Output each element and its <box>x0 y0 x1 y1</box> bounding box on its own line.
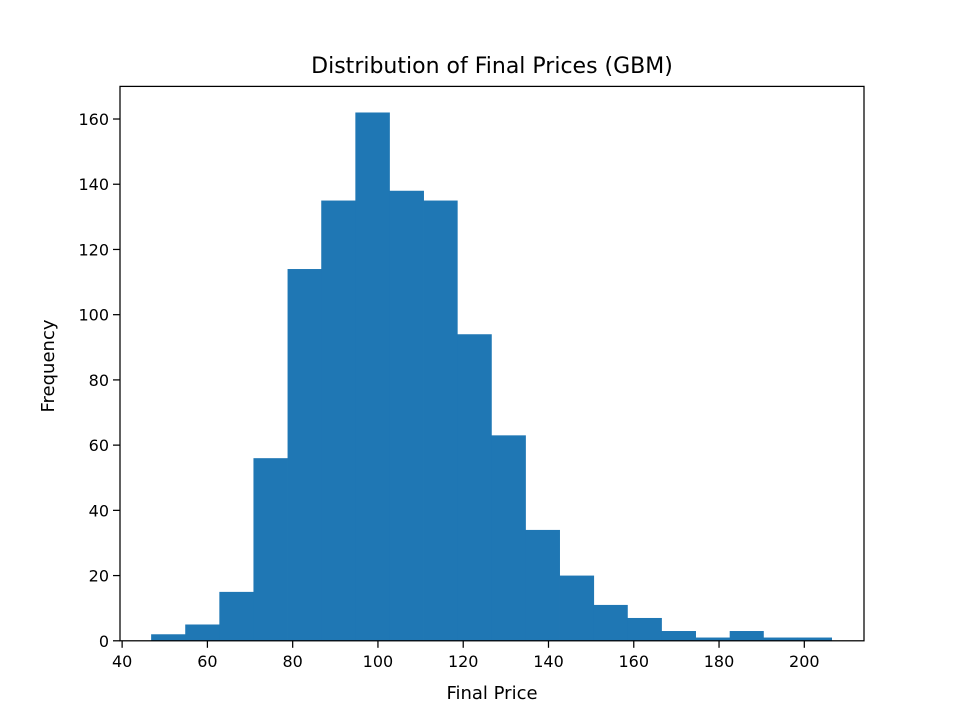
histogram-bar-17 <box>729 631 764 641</box>
histogram-bar-9 <box>457 334 492 641</box>
histogram-bar-7 <box>389 190 424 641</box>
bars-group <box>151 112 832 641</box>
histogram-bar-3 <box>253 458 288 641</box>
histogram-bar-18 <box>763 637 798 641</box>
x-tick-label: 60 <box>197 652 217 671</box>
histogram-bar-13 <box>593 604 628 641</box>
x-tick-label: 40 <box>112 652 132 671</box>
y-tick-label: 100 <box>78 306 109 325</box>
y-axis-ticks: 0 20 40 60 80 100 120 140 160 <box>78 110 120 651</box>
x-tick-label: 100 <box>363 652 394 671</box>
histogram-bar-11 <box>525 529 560 641</box>
plot-frame <box>119 85 865 642</box>
y-tick-label: 20 <box>89 567 109 586</box>
y-tick-label: 0 <box>99 632 109 651</box>
histogram-bar-16 <box>695 637 731 641</box>
x-tick-label: 140 <box>533 652 564 671</box>
y-tick-label: 40 <box>89 501 109 520</box>
x-axis-ticks: 40 60 80 100 120 140 160 180 200 <box>112 640 820 671</box>
x-axis-label: Final Price <box>446 683 537 704</box>
y-tick-label: 120 <box>78 240 109 259</box>
y-tick-label: 140 <box>78 175 109 194</box>
y-tick-label: 60 <box>89 436 109 455</box>
histogram-bar-12 <box>559 575 595 641</box>
histogram-bar-1 <box>185 624 220 641</box>
histogram-bar-0 <box>151 634 186 641</box>
histogram-bar-14 <box>627 617 662 641</box>
y-axis-label: Frequency <box>38 319 59 412</box>
histogram-bar-8 <box>423 200 458 641</box>
x-tick-label: 80 <box>282 652 302 671</box>
x-tick-label: 200 <box>789 652 820 671</box>
histogram-bar-10 <box>491 435 526 641</box>
histogram-bar-2 <box>219 591 254 641</box>
histogram-bar-19 <box>797 637 832 641</box>
chart-title: Distribution of Final Prices (GBM) <box>311 54 673 79</box>
y-tick-label: 80 <box>89 371 109 390</box>
histogram-bar-5 <box>321 200 356 641</box>
x-tick-label: 180 <box>704 652 735 671</box>
x-tick-label: 120 <box>448 652 479 671</box>
histogram-bar-6 <box>355 112 390 641</box>
y-tick-label: 160 <box>78 110 109 129</box>
x-tick-label: 160 <box>618 652 649 671</box>
histogram-bar-15 <box>661 631 696 641</box>
histogram-bar-4 <box>287 269 322 641</box>
